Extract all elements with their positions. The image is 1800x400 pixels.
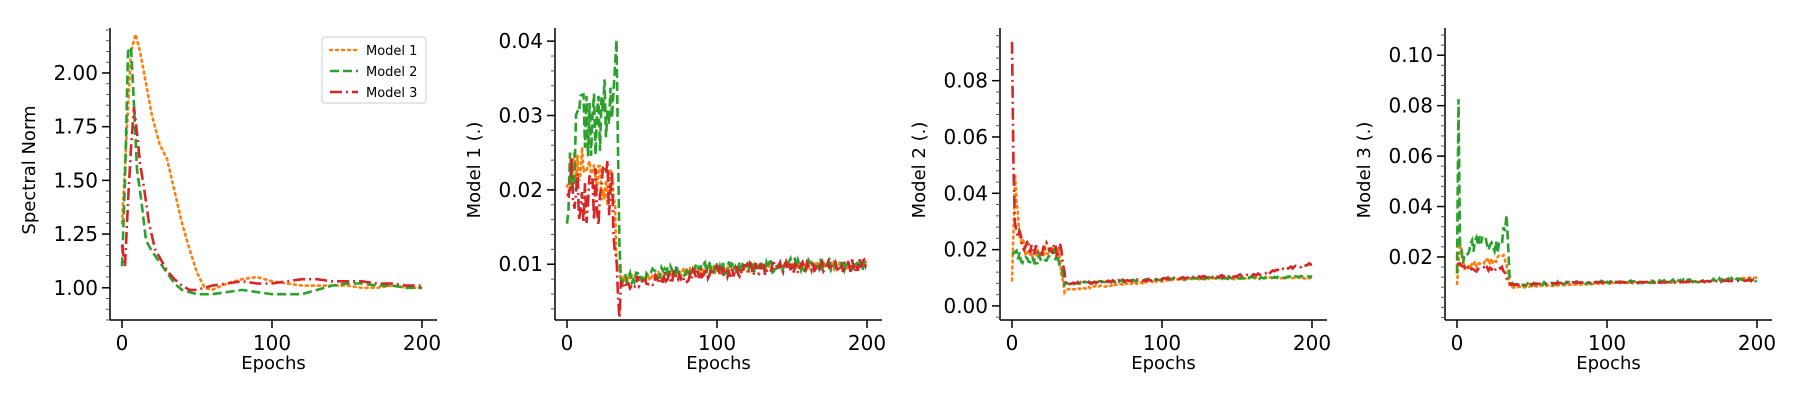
x-tick-label: 200 — [1293, 331, 1331, 355]
chart-panel-4: 0.02 0.04 0.06 0.08 0.10 0 100 200 Epochs Model 3… — [1354, 28, 1776, 374]
y-axis-label: Model 3 (.) — [1354, 122, 1375, 219]
y-axis-label: Model 2 (.) — [909, 122, 930, 219]
y-tick-label: 0.08 — [1388, 94, 1433, 118]
x-tick-label: 0 — [561, 331, 574, 355]
y-tick-label: 0.08 — [943, 69, 988, 93]
x-tick-label: 100 — [1143, 331, 1181, 355]
y-tick-label: 0.00 — [943, 294, 988, 318]
legend-label: Model 3 — [366, 86, 417, 101]
x-tick-label: 0 — [1006, 331, 1019, 355]
chart-panel-2: 0.01 0.02 0.03 0.04 0 100 200 Epochs Model 1 (.) — [464, 28, 886, 374]
x-tick-label: 200 — [403, 331, 441, 355]
x-tick-label: 0 — [116, 331, 129, 355]
chart-panel-3: 0.00 0.02 0.04 0.06 0.08 0 100 200 Epochs Model 2… — [909, 28, 1331, 374]
y-tick-label: 0.02 — [943, 238, 988, 262]
x-axis-label: Epochs — [1576, 353, 1641, 374]
x-tick-label: 0 — [1451, 331, 1464, 355]
x-tick-label: 100 — [698, 331, 736, 355]
y-tick-label: 1.75 — [53, 115, 98, 139]
y-tick-label: 1.25 — [53, 222, 98, 246]
y-tick-label: 0.04 — [498, 29, 543, 53]
y-tick-label: 0.02 — [498, 178, 543, 202]
y-tick-label: 0.02 — [1388, 245, 1433, 269]
x-tick-label: 200 — [848, 331, 886, 355]
y-tick-label: 0.10 — [1388, 43, 1433, 67]
x-tick-label: 100 — [1588, 331, 1626, 355]
legend-label: Model 2 — [366, 65, 417, 80]
series-line-model-3 — [565, 157, 869, 319]
x-axis-label: Epochs — [1131, 353, 1196, 374]
y-tick-label: 0.06 — [1388, 144, 1433, 168]
y-tick-label: 1.00 — [53, 276, 98, 300]
series-line-model-3 — [1010, 41, 1313, 287]
x-tick-label: 200 — [1738, 331, 1776, 355]
y-tick-label: 0.04 — [943, 181, 988, 205]
series-line-model-2 — [120, 43, 422, 296]
y-tick-label: 0.06 — [943, 125, 988, 149]
x-tick-label: 100 — [253, 331, 291, 355]
y-tick-label: 1.50 — [53, 168, 98, 192]
legend: Model 1 Model 2 Model 3 — [321, 36, 427, 104]
series-line-model-3 — [120, 107, 422, 292]
series-line-model-1 — [120, 29, 424, 292]
series-line-model-3 — [1456, 261, 1758, 287]
series-line-model-2 — [1455, 99, 1758, 288]
y-tick-label: 0.03 — [498, 104, 543, 128]
x-axis-label: Epochs — [241, 353, 306, 374]
series-line-model-1 — [1010, 174, 1314, 297]
legend-label: Model 1 — [366, 44, 417, 59]
x-axis-label: Epochs — [686, 353, 751, 374]
series-line-model-2 — [565, 39, 869, 287]
y-axis-label: Model 1 (.) — [464, 122, 485, 219]
legend-box — [321, 36, 427, 104]
y-tick-label: 0.01 — [498, 252, 543, 276]
y-axis-label: Spectral Norm — [19, 105, 40, 234]
y-tick-label: 0.04 — [1388, 195, 1433, 219]
y-tick-label: 2.00 — [53, 61, 98, 85]
chart-panel-1: 1.00 1.25 1.50 1.75 2.00 0 100 200 Epochs Spectra… — [19, 28, 441, 374]
